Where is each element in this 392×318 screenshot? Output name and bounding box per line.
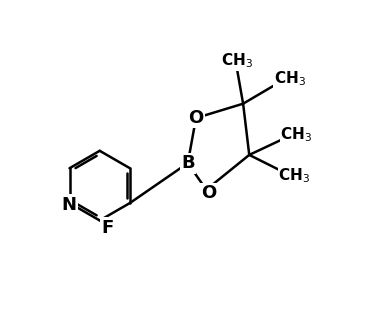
Text: N: N — [61, 196, 76, 214]
Text: CH$_3$: CH$_3$ — [221, 51, 253, 70]
Text: O: O — [201, 184, 216, 202]
Text: CH$_3$: CH$_3$ — [274, 70, 306, 88]
Text: CH$_3$: CH$_3$ — [280, 125, 312, 144]
Text: CH$_3$: CH$_3$ — [278, 166, 310, 185]
Text: O: O — [189, 109, 203, 127]
Text: B: B — [181, 154, 194, 172]
Text: F: F — [101, 219, 113, 237]
